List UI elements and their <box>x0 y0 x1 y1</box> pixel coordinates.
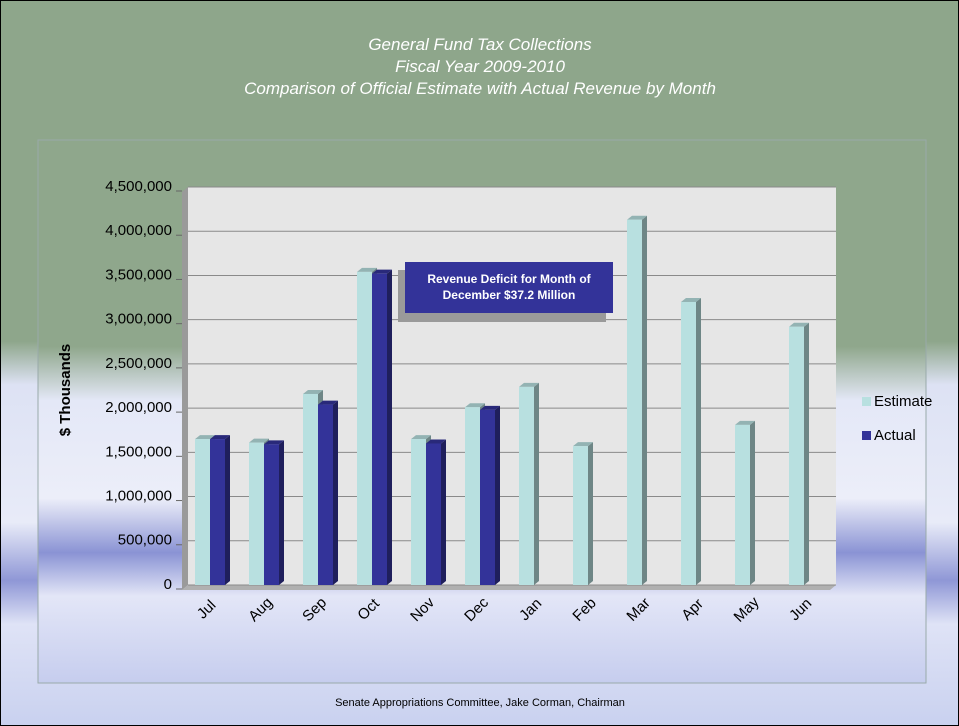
y-tick-label: 1,500,000 <box>105 443 172 460</box>
bar <box>264 444 279 585</box>
bar-side <box>441 439 446 585</box>
bar-top <box>318 400 338 405</box>
bar <box>318 404 333 585</box>
bar-top <box>519 382 539 387</box>
bar <box>249 442 264 585</box>
y-tick-label: 4,500,000 <box>105 178 172 195</box>
y-tick-label: 2,000,000 <box>105 399 172 416</box>
bar-top <box>789 322 809 327</box>
legend-label: Actual <box>874 427 916 444</box>
bar <box>411 439 426 585</box>
chart-title: General Fund Tax Collections Fiscal Year … <box>244 35 716 98</box>
bar <box>519 386 534 585</box>
bar-side <box>696 297 701 585</box>
bar-side <box>279 440 284 585</box>
bar-side <box>642 215 647 586</box>
plot-area <box>188 187 836 585</box>
bar <box>357 271 372 585</box>
bar-side <box>804 322 809 585</box>
y-tick-label: 4,000,000 <box>105 222 172 239</box>
floor <box>182 585 836 590</box>
bar-top <box>372 269 392 274</box>
y-tick-label: 1,000,000 <box>105 488 172 505</box>
bar <box>195 439 210 585</box>
y-tick-label: 2,500,000 <box>105 355 172 372</box>
bar-top <box>426 439 446 444</box>
bar-top <box>480 405 500 410</box>
bar-top <box>249 438 269 443</box>
bar-top <box>303 389 323 394</box>
bar-top <box>195 435 215 440</box>
bar <box>480 409 495 585</box>
bar <box>372 273 387 585</box>
left-wall <box>182 187 188 590</box>
bar-side <box>495 405 500 585</box>
bar-side <box>333 400 338 585</box>
y-tick-label: 0 <box>164 576 172 593</box>
bar <box>681 301 696 585</box>
bar <box>627 219 642 586</box>
title-line: Fiscal Year 2009-2010 <box>395 57 565 76</box>
bar <box>426 443 441 585</box>
bar <box>789 326 804 585</box>
y-tick-label: 3,500,000 <box>105 266 172 283</box>
bar-top <box>681 297 701 302</box>
bar-side <box>750 420 755 585</box>
bar-top <box>264 440 284 445</box>
annotation-text: December $37.2 Million <box>443 288 576 302</box>
y-tick-label: 500,000 <box>118 532 172 549</box>
bar-top <box>735 420 755 425</box>
y-axis-label: $ Thousands <box>57 344 74 437</box>
bar <box>573 446 588 585</box>
annotation-text: Revenue Deficit for Month of <box>427 272 591 286</box>
bar-top <box>411 435 431 440</box>
bar <box>735 424 750 585</box>
legend-label: Estimate <box>874 393 932 410</box>
bar-side <box>588 442 593 585</box>
title-line: Comparison of Official Estimate with Act… <box>244 79 716 98</box>
title-line: General Fund Tax Collections <box>368 35 592 54</box>
bar <box>465 407 480 585</box>
bar-side <box>534 382 539 585</box>
legend-swatch <box>862 397 871 406</box>
bar-top <box>627 215 647 220</box>
bar-top <box>573 442 593 447</box>
footer: Senate Appropriations Committee, Jake Co… <box>335 697 625 709</box>
bar <box>303 393 318 585</box>
bar-side <box>225 435 230 585</box>
bar-top <box>210 435 230 440</box>
bar-top <box>357 267 377 272</box>
y-tick-label: 3,000,000 <box>105 311 172 328</box>
annotation-box <box>405 262 613 313</box>
bar <box>210 439 225 585</box>
bar-top <box>465 403 485 408</box>
legend-swatch <box>862 431 871 440</box>
bar-side <box>387 269 392 585</box>
